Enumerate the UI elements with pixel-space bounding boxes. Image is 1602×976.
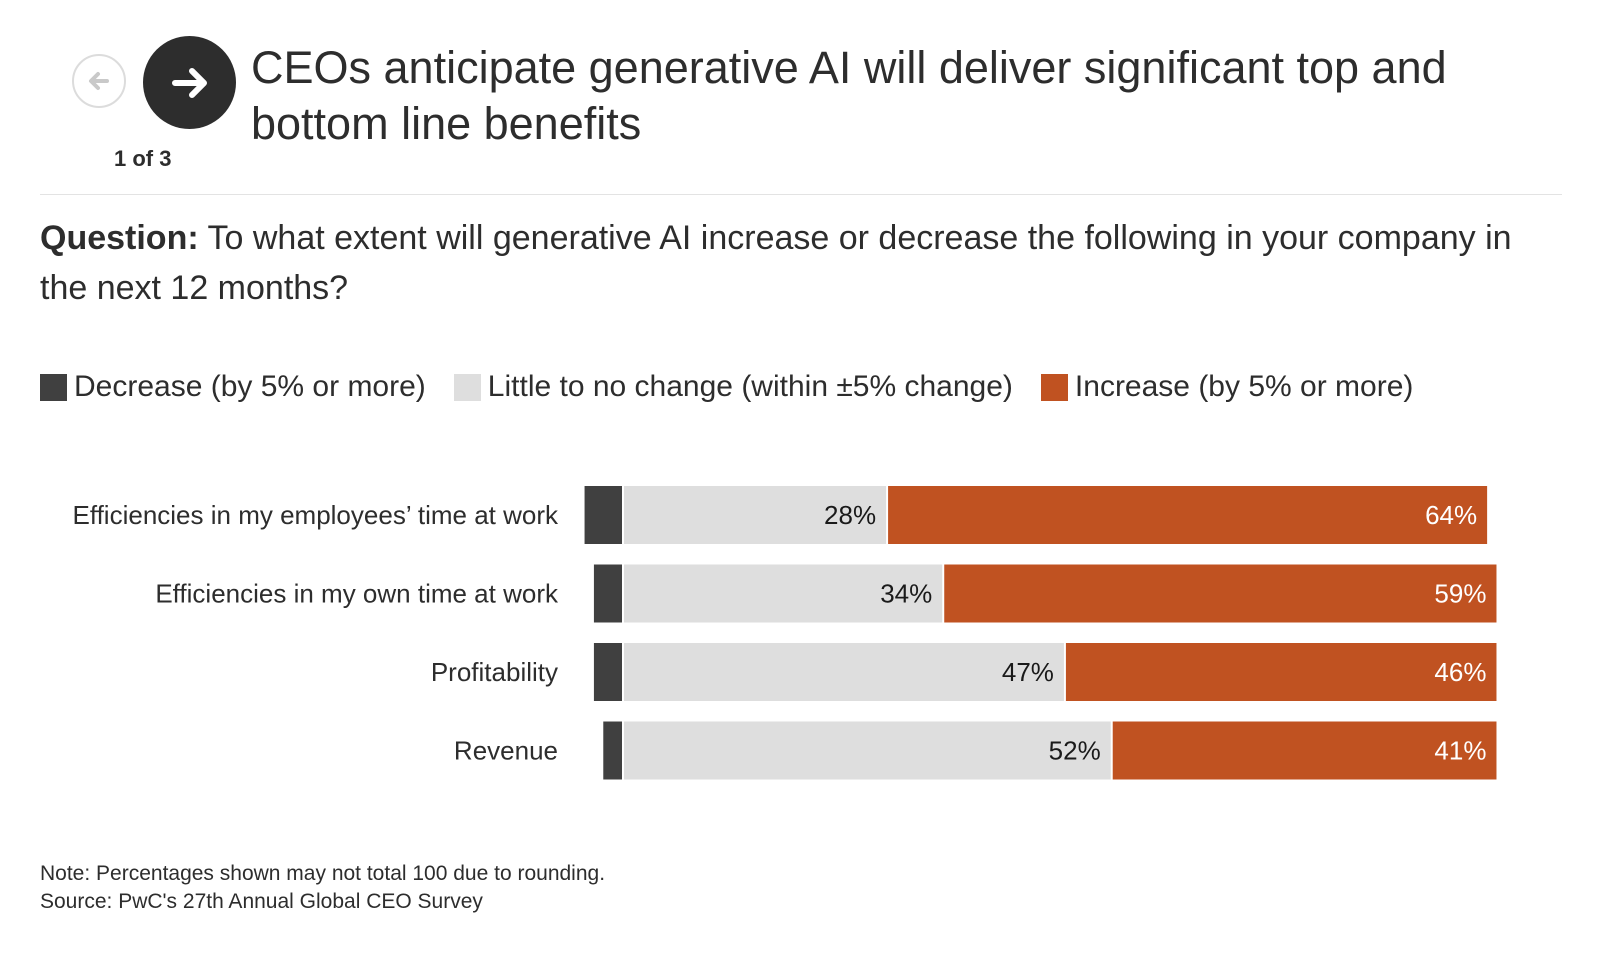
divider xyxy=(40,194,1562,195)
data-label-no-change-2: 34% xyxy=(880,579,932,609)
data-label-increase-4: 41% xyxy=(1434,736,1486,766)
bar-decrease-3 xyxy=(593,643,622,701)
legend-item-no-change: Little to no change (within ±5% change) xyxy=(453,370,1013,404)
bar-no-change-4 xyxy=(624,721,1111,780)
category-label-efficiencies-in-my-employees-time-at-work: Efficiencies in my employees’ time at wo… xyxy=(72,500,559,530)
data-label-no-change-1: 28% xyxy=(824,500,876,530)
data-label-no-change-4: 52% xyxy=(1049,736,1101,766)
data-label-increase-1: 64% xyxy=(1425,500,1477,530)
question-label: Question: xyxy=(40,219,199,257)
legend-label-increase: Increase (by 5% or more) xyxy=(1074,370,1414,403)
slide-counter: 1 of 3 xyxy=(114,146,172,171)
bar-no-change-1 xyxy=(624,486,887,544)
legend-label-decrease: Decrease (by 5% or more) xyxy=(74,370,426,403)
chart-title: CEOs anticipate generative AI will deliv… xyxy=(251,42,1447,149)
data-label-increase-2: 59% xyxy=(1434,579,1486,609)
bar-decrease-4 xyxy=(603,721,622,780)
legend-swatch-increase xyxy=(1040,373,1068,401)
legend-swatch-no-change xyxy=(453,373,481,401)
question-body: To what extent will generative AI increa… xyxy=(40,219,1512,307)
bar-increase-4 xyxy=(1112,721,1497,780)
source-note: Source: PwC's 27th Annual Global CEO Sur… xyxy=(40,890,483,913)
category-label-revenue: Revenue xyxy=(454,736,558,766)
previous-button[interactable] xyxy=(72,54,126,108)
stacked-bar-chart: Efficiencies in my employees’ time at wo… xyxy=(72,486,1497,780)
category-label-efficiencies-in-my-own-time-at-work: Efficiencies in my own time at work xyxy=(155,579,559,609)
arrow-right-icon xyxy=(171,67,207,98)
next-button[interactable] xyxy=(143,36,236,129)
chart-footer: Note: Percentages shown may not total 10… xyxy=(40,860,605,916)
carousel-nav: 1 of 3 xyxy=(72,36,242,176)
bar-no-change-3 xyxy=(624,643,1064,701)
question-text: Question: To what extent will generative… xyxy=(40,213,1560,313)
legend-item-decrease: Decrease (by 5% or more) xyxy=(40,370,426,404)
bar-no-change-2 xyxy=(624,564,943,623)
data-label-increase-3: 46% xyxy=(1434,657,1486,687)
category-label-profitability: Profitability xyxy=(431,657,558,687)
legend-label-no-change: Little to no change (within ±5% change) xyxy=(487,370,1013,403)
bar-increase-2 xyxy=(944,564,1497,623)
bar-decrease-2 xyxy=(593,564,622,623)
bar-increase-1 xyxy=(888,486,1488,544)
arrow-left-icon xyxy=(89,72,109,90)
data-label-no-change-3: 47% xyxy=(1002,657,1054,687)
chart-legend: Decrease (by 5% or more) Little to no ch… xyxy=(40,365,1441,409)
legend-item-increase: Increase (by 5% or more) xyxy=(1040,370,1414,404)
legend-swatch-decrease xyxy=(40,373,67,401)
footnote: Note: Percentages shown may not total 10… xyxy=(40,862,606,885)
bar-increase-3 xyxy=(1065,643,1497,701)
bar-decrease-1 xyxy=(584,486,622,544)
